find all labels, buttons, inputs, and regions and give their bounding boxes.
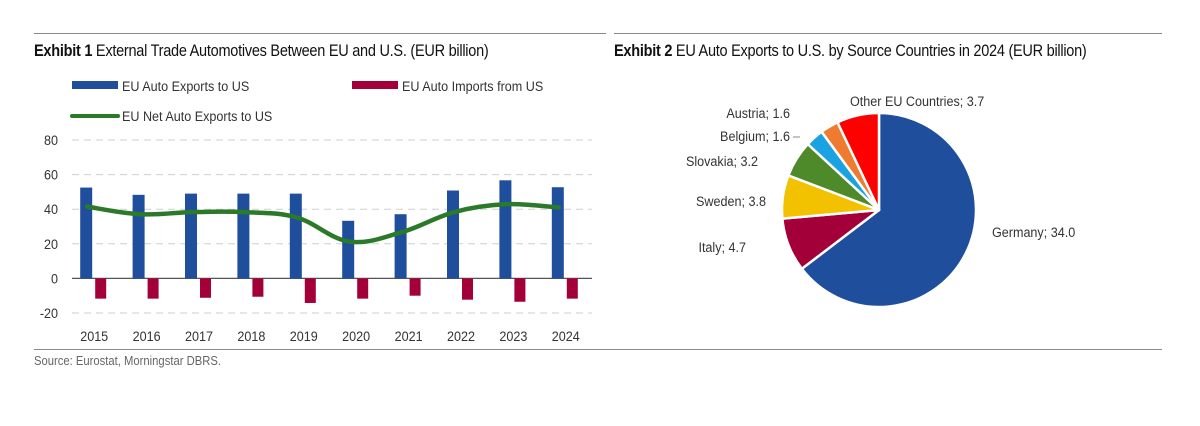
source-pie-chart: Germany; 34.0 Italy; 4.7 Sweden; 3.8 Slovak… [686,93,1075,309]
bar-imports [147,278,159,299]
exhibit2-label: Exhibit 2 [614,42,673,60]
x-tick-label: 2024 [552,328,580,344]
top-rule-right [614,33,1162,34]
bar-imports [566,278,578,299]
bar-exports [185,193,197,279]
pie-label: Other EU Countries; 3.7 [850,93,984,109]
pie-label: Austria; 1.6 [726,105,790,121]
source-note: Source: Eurostat, Morningstar DBRS. [34,354,221,368]
trade-chart: EU Auto Exports to US EU Auto Imports fr… [40,78,592,344]
exhibit2-title-text: EU Auto Exports to U.S. by Source Countr… [675,42,1087,60]
pie-label: Belgium; 1.6 [720,128,790,144]
legend-label-net: EU Net Auto Exports to US [122,108,272,124]
exhibit2-title: Exhibit 2 EU Auto Exports to U.S. by Sou… [614,42,1087,61]
bar-imports [514,278,526,302]
x-tick-label: 2017 [185,328,213,344]
x-tick-label: 2018 [237,328,265,344]
pie-label: Slovakia; 3.2 [686,153,758,169]
bar-exports [80,187,93,279]
bar-imports [357,278,369,299]
bar-imports [409,278,421,296]
x-tick-label: 2023 [499,328,527,344]
top-rule-left [34,33,606,34]
pie-slice-other-eu-countries [836,111,881,212]
net-line-group [84,201,562,245]
y-tick-label: 60 [44,167,58,183]
bar-imports [252,278,264,297]
bar-exports [289,193,302,279]
x-tick-label: 2016 [133,328,161,344]
x-tick-label: 2022 [447,328,475,344]
bar-exports [342,220,355,279]
pie-slices [780,111,978,309]
pie-slice-germany [800,111,978,309]
y-tick-label: 20 [44,236,58,252]
legend: EU Auto Exports to US EU Auto Imports fr… [70,78,543,124]
legend-label-imports: EU Auto Imports from US [402,78,543,94]
x-tick-label: 2019 [290,328,318,344]
bar-exports [237,193,250,279]
x-tick-label: 2015 [80,328,108,344]
bar-imports [95,278,107,299]
x-axis-ticks: 2015 2016 2017 2018 2019 2020 2021 2022 2023 2024 [80,328,580,344]
y-tick-label: 40 [44,202,58,218]
net-exports-line [84,201,562,245]
pie-label: Italy; 4.7 [698,239,746,255]
x-tick-label: 2021 [395,328,423,344]
bar-exports [499,180,512,279]
exhibit1-label: Exhibit 1 [34,42,93,60]
y-tick-label: 0 [51,271,58,287]
bar-exports [394,214,407,279]
legend-label-exports: EU Auto Exports to US [122,78,249,94]
bar-exports [132,194,145,279]
x-tick-label: 2020 [342,328,370,344]
y-axis-ticks: -20 0 20 40 60 80 [40,132,58,321]
y-tick-label: -20 [40,305,58,321]
pie-label: Germany; 34.0 [992,224,1075,240]
y-tick-label: 80 [44,132,58,148]
bar-exports [551,187,564,279]
bar-imports [304,278,316,303]
bar-exports [447,190,459,279]
bars [80,180,578,303]
exhibit1-title: Exhibit 1 External Trade Automotives Bet… [34,42,489,61]
legend-swatch-imports [352,81,398,89]
bar-imports [462,278,473,300]
pie-label: Sweden; 3.8 [696,193,766,209]
bottom-rule [34,349,1162,350]
exhibit1-title-text: External Trade Automotives Between EU an… [95,42,489,60]
bar-imports [200,278,211,298]
pie-labels: Germany; 34.0 Italy; 4.7 Sweden; 3.8 Slovak… [686,93,1075,255]
legend-swatch-exports [72,81,118,89]
